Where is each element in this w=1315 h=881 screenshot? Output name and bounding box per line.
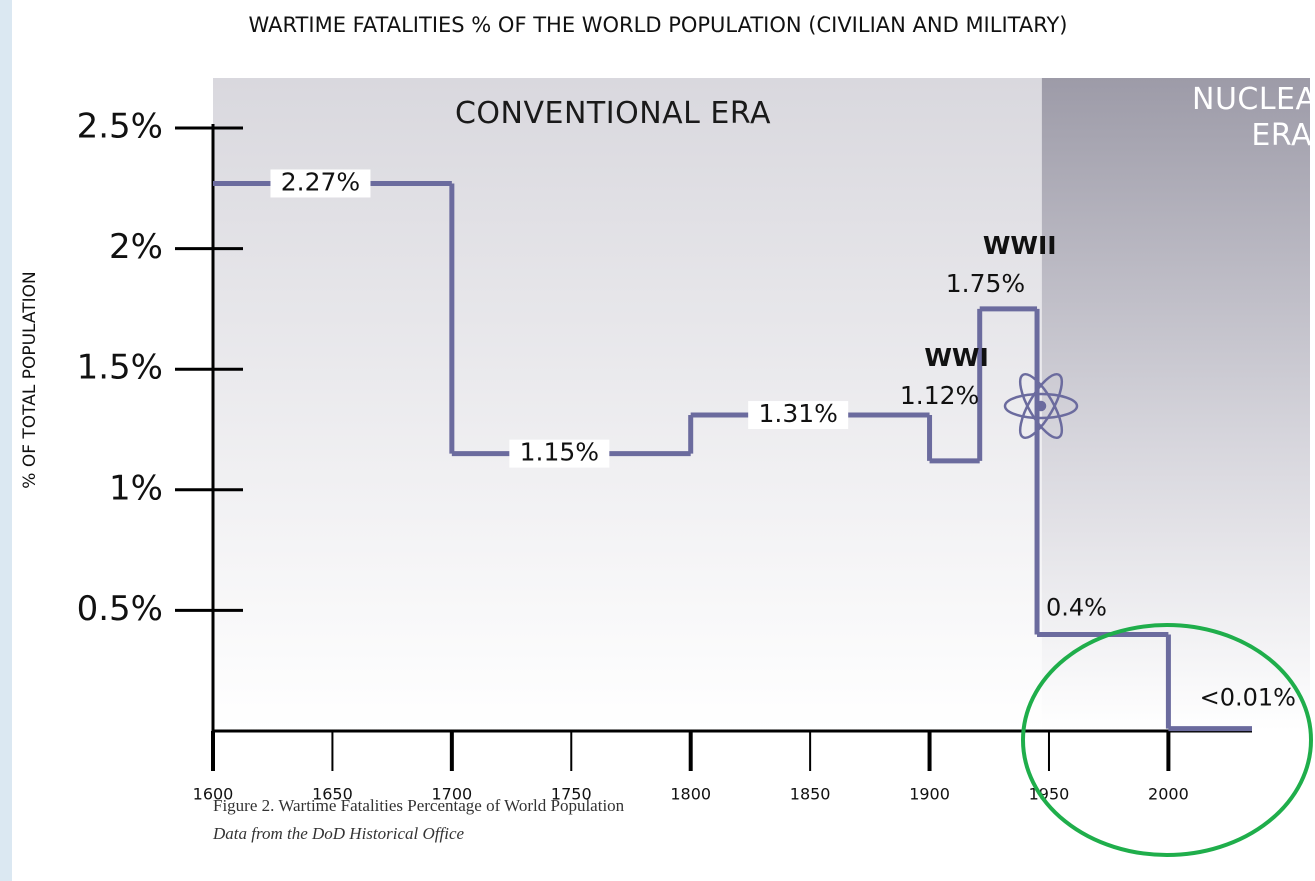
era-band [1041, 78, 1310, 731]
x-tick-label: 1700 [431, 785, 472, 804]
orbit [1003, 392, 1079, 420]
x-tick-label: 1600 [193, 785, 234, 804]
x-tick-label: 1900 [909, 785, 950, 804]
era-label: CONVENTIONAL ERA [454, 96, 772, 131]
era-label: NUCLEAR ERA [1192, 82, 1315, 153]
value-label: 1.15% [520, 438, 599, 467]
x-tick-label: 1750 [551, 785, 592, 804]
x-tick-label: 2000 [1148, 785, 1189, 804]
y-tick-label: 2.5% [77, 107, 163, 147]
label-bg [748, 401, 849, 430]
value-label: 2.27% [281, 167, 360, 196]
y-axis-label: % OF TOTAL POPULATION [20, 271, 40, 488]
value-label: 0.4% [1046, 594, 1107, 622]
caption: Figure 2. Wartime Fatalities Percentage … [213, 796, 625, 815]
y-tick-label: 2% [109, 227, 163, 267]
annotation: WWI [924, 343, 988, 372]
value-label: <0.01% [1200, 684, 1296, 712]
nucleus [1035, 400, 1047, 412]
x-tick-label: 1850 [790, 785, 831, 804]
value-label: 1.75% [946, 269, 1025, 298]
chart-title: WARTIME FATALITIES % OF THE WORLD POPULA… [249, 13, 1068, 37]
label-bg [270, 169, 371, 198]
value-label: 1.31% [758, 399, 837, 428]
highlight [1021, 623, 1313, 857]
label-bg [509, 439, 610, 468]
orbit [1018, 373, 1064, 439]
annotation: WWII [983, 231, 1057, 260]
side-strip [0, 0, 12, 881]
y-tick-label: 0.5% [77, 589, 163, 629]
source: Data from the DoD Historical Office [213, 824, 465, 843]
y-tick-label: 1.5% [77, 348, 163, 388]
orbit [1018, 373, 1064, 439]
x-tick-label: 1800 [670, 785, 711, 804]
value-label: 1.12% [900, 381, 979, 410]
y-tick-label: 1% [109, 468, 163, 508]
x-tick-label: 1650 [312, 785, 353, 804]
atom-icon [1003, 373, 1079, 439]
